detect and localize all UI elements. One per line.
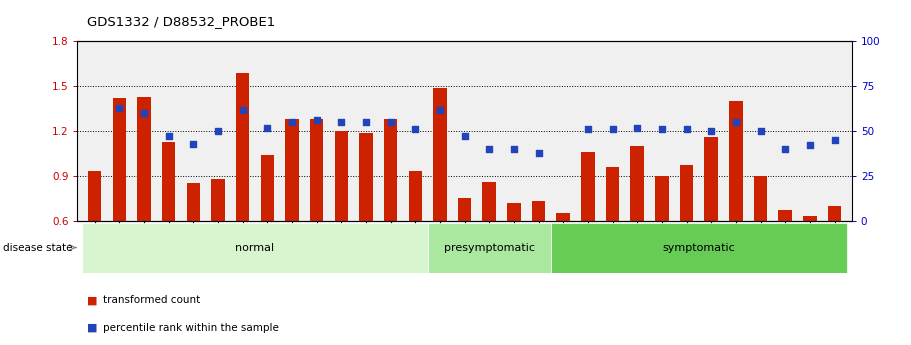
Bar	[557, 213, 570, 221]
Bar	[334, 131, 348, 221]
Point	[186, 141, 200, 146]
Bar	[507, 203, 521, 221]
Point	[482, 146, 496, 152]
Text: ■: ■	[87, 295, 97, 305]
Point	[137, 110, 151, 116]
Bar	[532, 201, 546, 221]
Point	[285, 119, 300, 125]
Text: transformed count: transformed count	[103, 295, 200, 305]
Bar	[236, 73, 250, 221]
Bar	[483, 182, 496, 221]
Point	[408, 127, 423, 132]
Point	[457, 134, 472, 139]
Point	[210, 128, 225, 134]
Text: GDS1332 / D88532_PROBE1: GDS1332 / D88532_PROBE1	[87, 14, 275, 28]
Point	[310, 118, 324, 123]
Bar	[551, 223, 847, 273]
Bar	[113, 98, 126, 221]
Point	[729, 119, 743, 125]
Point	[260, 125, 274, 130]
Point	[161, 134, 176, 139]
Bar	[828, 206, 841, 221]
Point	[655, 127, 670, 132]
Text: ■: ■	[87, 323, 97, 333]
Bar	[359, 132, 373, 221]
Bar	[458, 198, 471, 221]
Text: disease state: disease state	[4, 243, 73, 253]
Bar	[384, 119, 397, 221]
Bar	[211, 179, 225, 221]
Bar	[581, 152, 595, 221]
Point	[112, 105, 127, 110]
Bar	[427, 223, 551, 273]
Point	[507, 146, 521, 152]
Point	[235, 107, 250, 112]
Bar	[704, 137, 718, 221]
Bar	[187, 184, 200, 221]
Bar	[261, 155, 274, 221]
Bar	[753, 176, 767, 221]
Point	[827, 137, 842, 143]
Point	[803, 143, 817, 148]
Point	[778, 146, 793, 152]
Bar	[630, 146, 644, 221]
Point	[753, 128, 768, 134]
Bar	[729, 101, 742, 221]
Text: percentile rank within the sample: percentile rank within the sample	[103, 323, 279, 333]
Bar	[778, 210, 792, 221]
Bar	[310, 119, 323, 221]
Bar	[285, 119, 299, 221]
Bar	[82, 223, 427, 273]
Text: symptomatic: symptomatic	[662, 243, 735, 253]
Text: normal: normal	[235, 243, 274, 253]
Bar	[680, 166, 693, 221]
Point	[531, 150, 546, 155]
Bar	[138, 97, 151, 221]
Bar	[433, 88, 446, 221]
Point	[680, 127, 694, 132]
Point	[433, 107, 447, 112]
Point	[384, 119, 398, 125]
Bar	[606, 167, 619, 221]
Bar	[408, 171, 422, 221]
Bar	[88, 171, 101, 221]
Bar	[804, 216, 816, 221]
Text: presymptomatic: presymptomatic	[444, 243, 535, 253]
Bar	[655, 176, 669, 221]
Point	[605, 127, 619, 132]
Point	[630, 125, 644, 130]
Point	[580, 127, 595, 132]
Point	[334, 119, 349, 125]
Bar	[162, 141, 176, 221]
Point	[704, 128, 719, 134]
Point	[359, 119, 374, 125]
